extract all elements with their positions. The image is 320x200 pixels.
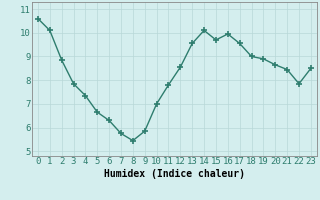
X-axis label: Humidex (Indice chaleur): Humidex (Indice chaleur) <box>104 169 245 179</box>
